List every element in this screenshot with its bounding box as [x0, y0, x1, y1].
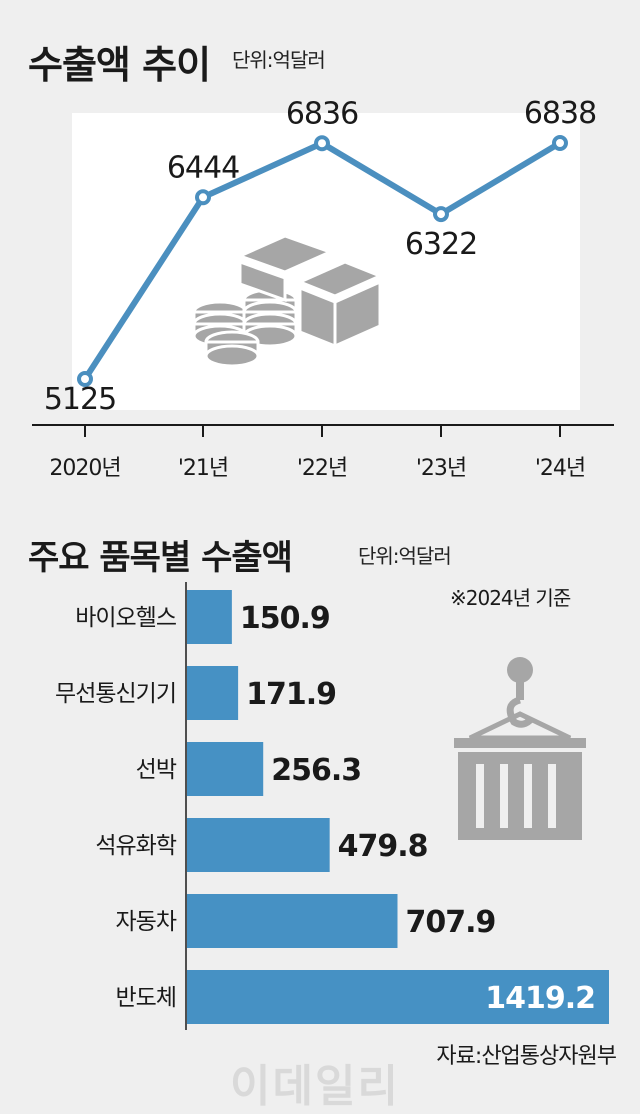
x-tick-label: '24년 [535, 456, 585, 481]
line-data-label: 6322 [405, 227, 477, 262]
watermark: 이데일리 [230, 1061, 400, 1112]
money-stack-icon [192, 234, 384, 368]
bar-category-label: 바이오헬스 [75, 605, 176, 631]
bar-chart-unit: 단위:억달러 [358, 544, 452, 568]
bar-category-label: 무선통신기기 [55, 681, 176, 707]
line-point [195, 189, 211, 206]
line-point [77, 371, 93, 387]
bar-category-label: 선박 [136, 757, 177, 783]
bar [187, 818, 330, 872]
bar-value-label: 1419.2 [485, 981, 595, 1016]
bar-value-label: 150.9 [240, 601, 330, 636]
bar-category-label: 반도체 [116, 985, 176, 1011]
basis-note: ※2024년 기준 [450, 586, 571, 610]
bar-value-label: 707.9 [405, 905, 495, 940]
line-point [433, 206, 449, 223]
line-data-label: 6444 [167, 150, 239, 185]
x-tick-label: '22년 [297, 456, 347, 481]
line-point [552, 134, 568, 151]
x-tick-label: 2020년 [49, 456, 120, 481]
line-point [314, 135, 330, 152]
source-credit: 자료:산업통상자원부 [436, 1044, 617, 1069]
bar-category-label: 자동차 [116, 909, 177, 935]
bar-value-label: 256.3 [271, 753, 361, 788]
bar-value-label: 479.8 [338, 829, 428, 864]
x-tick-label: '23년 [416, 456, 466, 481]
line-chart: 5125 6444 6836 6322 6838 2020년 '21년 '22년 '23년 '2… [32, 96, 614, 481]
line-chart-unit: 단위:억달러 [232, 48, 326, 72]
line-chart-title: 수출액 추이 [28, 43, 211, 87]
bar-category-label: 석유화학 [95, 833, 176, 859]
bar-value-label: 171.9 [246, 677, 336, 712]
bar [187, 590, 232, 644]
x-tick-label: '21년 [178, 456, 228, 481]
bar [187, 894, 398, 948]
bar [187, 970, 609, 1024]
line-data-label: 5125 [44, 382, 116, 417]
cargo-container-icon [454, 657, 586, 840]
bar-chart-title: 주요 품목별 수출액 [28, 538, 293, 578]
plot-area [72, 112, 580, 410]
bar [187, 666, 239, 720]
line-data-label: 6836 [286, 96, 358, 131]
line-data-label: 6838 [524, 96, 596, 131]
bar [187, 742, 264, 796]
